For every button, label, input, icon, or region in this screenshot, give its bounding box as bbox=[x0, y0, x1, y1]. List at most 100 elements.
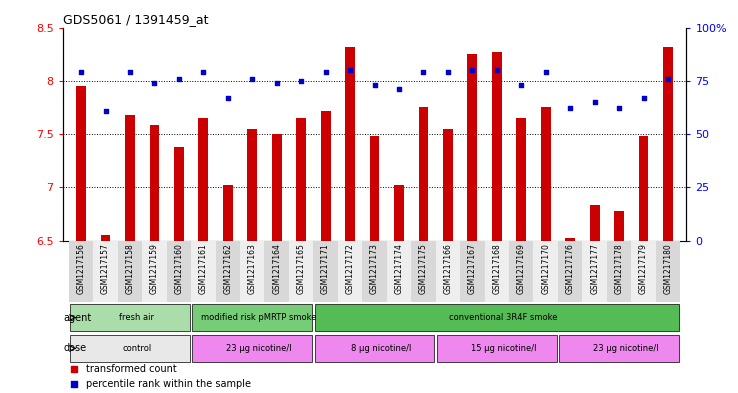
Text: 15 μg nicotine/l: 15 μg nicotine/l bbox=[471, 344, 537, 353]
Bar bbox=[656, 241, 680, 302]
Text: modified risk pMRTP smoke: modified risk pMRTP smoke bbox=[201, 313, 317, 322]
Bar bbox=[370, 136, 379, 241]
Text: GSM1217165: GSM1217165 bbox=[297, 244, 306, 294]
Bar bbox=[418, 107, 428, 241]
Bar bbox=[492, 52, 502, 241]
Bar bbox=[614, 211, 624, 241]
Text: GSM1217160: GSM1217160 bbox=[174, 244, 183, 294]
Bar bbox=[93, 241, 118, 302]
Bar bbox=[411, 241, 435, 302]
Point bbox=[613, 105, 625, 112]
Bar bbox=[150, 125, 159, 241]
Bar bbox=[509, 241, 534, 302]
Bar bbox=[118, 241, 142, 302]
Bar bbox=[70, 304, 190, 331]
Bar bbox=[362, 241, 387, 302]
Text: GSM1217166: GSM1217166 bbox=[444, 244, 452, 294]
Text: 23 μg nicotine/l: 23 μg nicotine/l bbox=[226, 344, 292, 353]
Text: GDS5061 / 1391459_at: GDS5061 / 1391459_at bbox=[63, 13, 208, 26]
Point bbox=[124, 69, 136, 75]
Point bbox=[393, 86, 405, 92]
Point bbox=[418, 69, 430, 75]
Bar bbox=[467, 54, 477, 241]
Text: dose: dose bbox=[63, 343, 86, 353]
Text: GSM1217177: GSM1217177 bbox=[590, 244, 599, 294]
Text: GSM1217170: GSM1217170 bbox=[541, 244, 551, 294]
Text: GSM1217173: GSM1217173 bbox=[370, 244, 379, 294]
Point bbox=[491, 67, 503, 73]
Bar bbox=[314, 334, 435, 362]
Bar bbox=[582, 241, 607, 302]
Bar bbox=[215, 241, 240, 302]
Bar bbox=[559, 334, 679, 362]
Bar bbox=[247, 129, 257, 241]
Bar bbox=[460, 241, 485, 302]
Point bbox=[271, 80, 283, 86]
Bar bbox=[345, 47, 355, 241]
Text: transformed count: transformed count bbox=[86, 364, 177, 374]
Bar bbox=[100, 235, 111, 241]
Bar bbox=[272, 134, 282, 241]
Text: GSM1217172: GSM1217172 bbox=[345, 244, 354, 294]
Bar bbox=[70, 334, 190, 362]
Point bbox=[148, 80, 160, 86]
Point bbox=[222, 95, 234, 101]
Bar bbox=[517, 118, 526, 241]
Text: conventional 3R4F smoke: conventional 3R4F smoke bbox=[449, 313, 558, 322]
Bar bbox=[485, 241, 509, 302]
Bar bbox=[437, 334, 556, 362]
Bar bbox=[590, 206, 599, 241]
Point bbox=[662, 75, 674, 82]
Bar bbox=[193, 304, 312, 331]
Text: GSM1217174: GSM1217174 bbox=[395, 244, 404, 294]
Bar bbox=[565, 239, 575, 241]
Text: fresh air: fresh air bbox=[120, 313, 154, 322]
Bar bbox=[289, 241, 314, 302]
Point bbox=[100, 107, 111, 114]
Point bbox=[68, 366, 80, 372]
Bar bbox=[191, 241, 215, 302]
Bar bbox=[264, 241, 289, 302]
Bar bbox=[314, 241, 338, 302]
Text: GSM1217157: GSM1217157 bbox=[101, 244, 110, 294]
Point bbox=[246, 75, 258, 82]
Bar bbox=[631, 241, 656, 302]
Bar bbox=[387, 241, 411, 302]
Bar bbox=[167, 241, 191, 302]
Text: GSM1217162: GSM1217162 bbox=[224, 244, 232, 294]
Bar bbox=[69, 241, 93, 302]
Text: GSM1217161: GSM1217161 bbox=[199, 244, 208, 294]
Text: GSM1217164: GSM1217164 bbox=[272, 244, 281, 294]
Text: GSM1217169: GSM1217169 bbox=[517, 244, 525, 294]
Text: GSM1217167: GSM1217167 bbox=[468, 244, 477, 294]
Text: GSM1217159: GSM1217159 bbox=[150, 244, 159, 294]
Text: GSM1217171: GSM1217171 bbox=[321, 244, 330, 294]
Bar bbox=[314, 304, 679, 331]
Point bbox=[75, 69, 87, 75]
Text: percentile rank within the sample: percentile rank within the sample bbox=[86, 379, 252, 389]
Text: GSM1217180: GSM1217180 bbox=[663, 244, 672, 294]
Point bbox=[638, 95, 649, 101]
Bar bbox=[125, 115, 135, 241]
Bar bbox=[193, 334, 312, 362]
Bar bbox=[663, 47, 673, 241]
Bar bbox=[174, 147, 184, 241]
Bar bbox=[142, 241, 167, 302]
Bar bbox=[338, 241, 362, 302]
Bar bbox=[638, 136, 649, 241]
Text: GSM1217156: GSM1217156 bbox=[77, 244, 86, 294]
Text: GSM1217168: GSM1217168 bbox=[492, 244, 501, 294]
Point bbox=[515, 82, 527, 88]
Point bbox=[344, 67, 356, 73]
Bar bbox=[321, 110, 331, 241]
Point bbox=[589, 99, 601, 105]
Point bbox=[565, 105, 576, 112]
Bar bbox=[240, 241, 264, 302]
Point bbox=[466, 67, 478, 73]
Point bbox=[295, 78, 307, 84]
Text: 8 μg nicotine/l: 8 μg nicotine/l bbox=[351, 344, 412, 353]
Bar bbox=[76, 86, 86, 241]
Bar bbox=[541, 107, 551, 241]
Point bbox=[442, 69, 454, 75]
Text: agent: agent bbox=[63, 312, 92, 323]
